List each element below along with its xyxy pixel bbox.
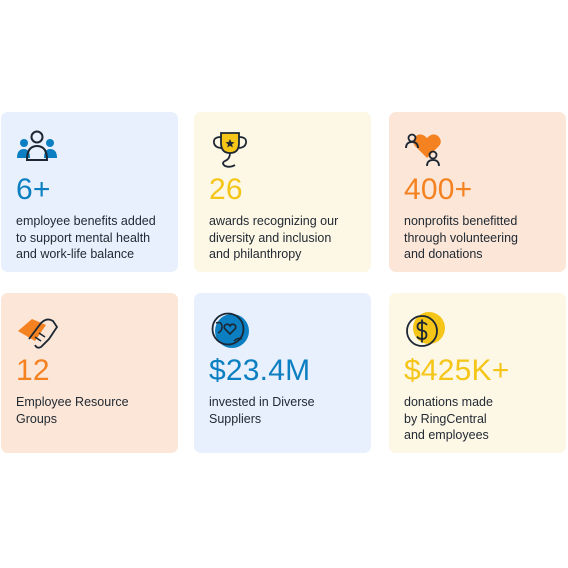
stat-card-benefits: 6+ employee benefits added to support me… bbox=[1, 112, 178, 272]
stat-value: 400+ bbox=[404, 173, 473, 206]
dollar-coin-icon bbox=[406, 312, 445, 347]
desc-line: Employee Resource bbox=[16, 395, 129, 409]
desc-line: to support mental health bbox=[16, 230, 151, 245]
stat-value: 26 bbox=[209, 173, 243, 206]
desc-line: Suppliers bbox=[209, 411, 262, 426]
desc-line: employee benefits added bbox=[16, 214, 156, 228]
desc-line: awards recognizing our bbox=[209, 214, 339, 228]
desc-line: diversity and inclusion bbox=[209, 230, 332, 245]
trophy-icon bbox=[212, 132, 248, 168]
stat-value: $425K+ bbox=[404, 354, 510, 387]
stat-description: donations made by RingCentral and employ… bbox=[404, 394, 562, 444]
stat-card-nonprofits: 400+ nonprofits benefitted through volun… bbox=[389, 112, 566, 272]
stat-description: nonprofits benefitted through volunteeri… bbox=[404, 213, 562, 263]
desc-line: and donations bbox=[404, 247, 483, 261]
stat-value: $23.4M bbox=[209, 354, 311, 387]
desc-line: donations made bbox=[404, 395, 493, 409]
stat-description: invested in Diverse Suppliers bbox=[209, 394, 367, 427]
people-icon bbox=[17, 130, 57, 161]
desc-line: and employees bbox=[404, 428, 489, 442]
desc-line: through volunteering bbox=[404, 230, 518, 245]
handshake-icon bbox=[18, 318, 59, 349]
desc-line: Groups bbox=[16, 411, 57, 426]
desc-line: and philanthropy bbox=[209, 247, 302, 261]
desc-line: nonprofits benefitted bbox=[404, 214, 518, 228]
desc-line: by RingCentral bbox=[404, 411, 487, 426]
stat-value: 12 bbox=[16, 354, 50, 387]
stat-description: employee benefits added to support menta… bbox=[16, 213, 174, 263]
desc-line: and work-life balance bbox=[16, 247, 135, 261]
stat-card-donations: $425K+ donations made by RingCentral and… bbox=[389, 293, 566, 453]
heart-people-icon bbox=[405, 133, 441, 167]
stat-description: Employee Resource Groups bbox=[16, 394, 174, 427]
stat-description: awards recognizing our diversity and inc… bbox=[209, 213, 367, 263]
stat-card-awards: 26 awards recognizing our diversity and … bbox=[194, 112, 371, 272]
stat-card-suppliers: $23.4M invested in Diverse Suppliers bbox=[194, 293, 371, 453]
stat-card-erg: 12 Employee Resource Groups bbox=[1, 293, 178, 453]
stat-value: 6+ bbox=[16, 173, 51, 206]
globe-heart-icon bbox=[211, 312, 249, 348]
desc-line: invested in Diverse bbox=[209, 395, 315, 409]
